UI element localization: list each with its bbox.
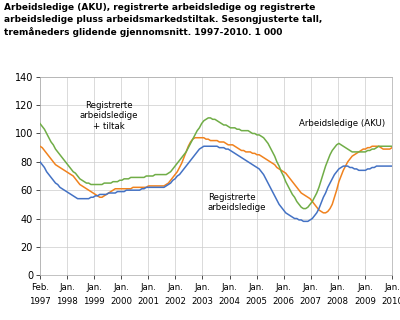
Text: Jan.: Jan. bbox=[276, 283, 292, 292]
Text: 1998: 1998 bbox=[56, 297, 78, 306]
Text: Jan.: Jan. bbox=[303, 283, 319, 292]
Text: Arbeidsledige (AKU), registrerte arbeidsledige og registrerte
arbeidsledige plus: Arbeidsledige (AKU), registrerte arbeids… bbox=[4, 3, 322, 37]
Text: Jan.: Jan. bbox=[168, 283, 183, 292]
Text: Arbeidsledige (AKU): Arbeidsledige (AKU) bbox=[298, 119, 385, 128]
Text: 2007: 2007 bbox=[300, 297, 322, 306]
Text: Registrerte
arbeidsledige: Registrerte arbeidsledige bbox=[208, 193, 266, 212]
Text: 1997: 1997 bbox=[29, 297, 51, 306]
Text: Jan.: Jan. bbox=[140, 283, 156, 292]
Text: 2003: 2003 bbox=[192, 297, 214, 306]
Text: 2008: 2008 bbox=[327, 297, 349, 306]
Text: Jan.: Jan. bbox=[384, 283, 400, 292]
Text: Feb.: Feb. bbox=[31, 283, 49, 292]
Text: Jan.: Jan. bbox=[113, 283, 129, 292]
Text: Jan.: Jan. bbox=[249, 283, 264, 292]
Text: 2010: 2010 bbox=[381, 297, 400, 306]
Text: 2009: 2009 bbox=[354, 297, 376, 306]
Text: 2000: 2000 bbox=[110, 297, 132, 306]
Text: Jan.: Jan. bbox=[357, 283, 373, 292]
Text: Jan.: Jan. bbox=[194, 283, 210, 292]
Text: Jan.: Jan. bbox=[86, 283, 102, 292]
Text: Jan.: Jan. bbox=[330, 283, 346, 292]
Text: 2006: 2006 bbox=[273, 297, 295, 306]
Text: 2004: 2004 bbox=[218, 297, 240, 306]
Text: 2005: 2005 bbox=[246, 297, 268, 306]
Text: Registrerte
arbeidsledige
+ tiltak: Registrerte arbeidsledige + tiltak bbox=[80, 101, 138, 131]
Text: 2001: 2001 bbox=[137, 297, 159, 306]
Text: 1999: 1999 bbox=[83, 297, 105, 306]
Text: Jan.: Jan. bbox=[222, 283, 238, 292]
Text: 2002: 2002 bbox=[164, 297, 186, 306]
Text: Jan.: Jan. bbox=[59, 283, 75, 292]
